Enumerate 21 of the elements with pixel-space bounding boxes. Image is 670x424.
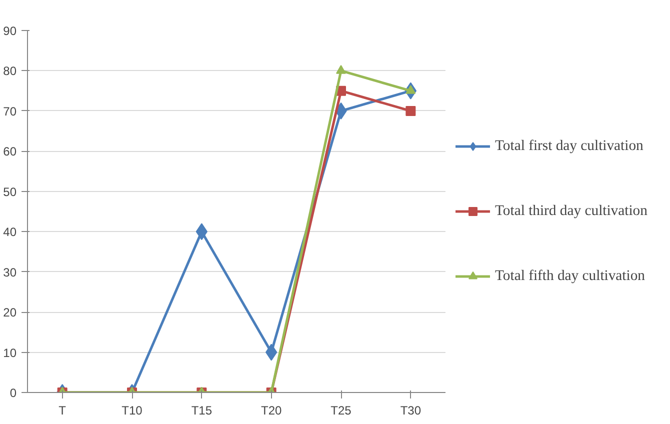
y-tick-label: 70 bbox=[3, 104, 17, 118]
x-tick-label: T20 bbox=[260, 404, 282, 418]
point bbox=[406, 106, 416, 116]
y-tick-label: 90 bbox=[3, 24, 17, 38]
y-tick-label: 0 bbox=[10, 386, 17, 400]
legend-label: Total fifth day cultivation bbox=[495, 268, 645, 284]
y-tick-label: 40 bbox=[3, 225, 17, 240]
x-tick-label: T25 bbox=[330, 404, 352, 418]
x-tick-label: T30 bbox=[400, 404, 422, 418]
x-tick-label: T bbox=[58, 404, 67, 418]
y-tick-label: 50 bbox=[3, 184, 17, 199]
y-tick-label: 30 bbox=[3, 265, 17, 280]
point bbox=[336, 65, 346, 74]
x-tick-label: T15 bbox=[191, 404, 212, 418]
y-tick-label: 80 bbox=[3, 64, 17, 78]
legend-label: Total third day cultivation bbox=[495, 202, 648, 220]
legend-label: Total first day cultivation bbox=[495, 138, 644, 154]
x-tick-label: T10 bbox=[122, 404, 143, 418]
y-tick-label: 60 bbox=[3, 144, 17, 159]
y-tick-label: 10 bbox=[3, 346, 17, 360]
y-tick-label: 20 bbox=[3, 306, 17, 320]
